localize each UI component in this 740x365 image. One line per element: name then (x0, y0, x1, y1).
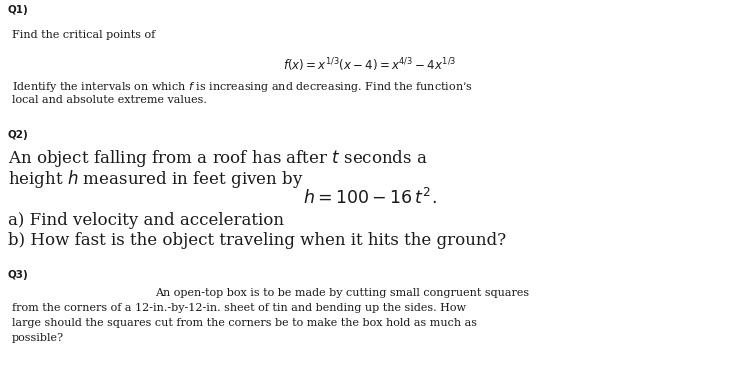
Text: $f(x) = x^{1/3}(x - 4) = x^{4/3} - 4x^{1/3}$: $f(x) = x^{1/3}(x - 4) = x^{4/3} - 4x^{1… (283, 56, 457, 74)
Text: Q3): Q3) (8, 270, 29, 280)
Text: height $h$ measured in feet given by: height $h$ measured in feet given by (8, 168, 303, 190)
Text: a) Find velocity and acceleration: a) Find velocity and acceleration (8, 212, 284, 229)
Text: Identify the intervals on which $f$ is increasing and decreasing. Find the funct: Identify the intervals on which $f$ is i… (12, 80, 473, 94)
Text: from the corners of a 12-in.-by-12-in. sheet of tin and bending up the sides. Ho: from the corners of a 12-in.-by-12-in. s… (12, 303, 466, 313)
Text: Q2): Q2) (8, 130, 29, 140)
Text: An open-top box is to be made by cutting small congruent squares: An open-top box is to be made by cutting… (155, 288, 529, 298)
Text: large should the squares cut from the corners be to make the box hold as much as: large should the squares cut from the co… (12, 318, 477, 328)
Text: local and absolute extreme values.: local and absolute extreme values. (12, 95, 207, 105)
Text: An object falling from a roof has after $t$ seconds a: An object falling from a roof has after … (8, 148, 428, 169)
Text: possible?: possible? (12, 333, 64, 343)
Text: Q1): Q1) (8, 5, 29, 15)
Text: Find the critical points of: Find the critical points of (12, 30, 155, 40)
Text: b) How fast is the object traveling when it hits the ground?: b) How fast is the object traveling when… (8, 232, 506, 249)
Text: $h = 100 - 16\,t^{2}.$: $h = 100 - 16\,t^{2}.$ (303, 188, 437, 208)
